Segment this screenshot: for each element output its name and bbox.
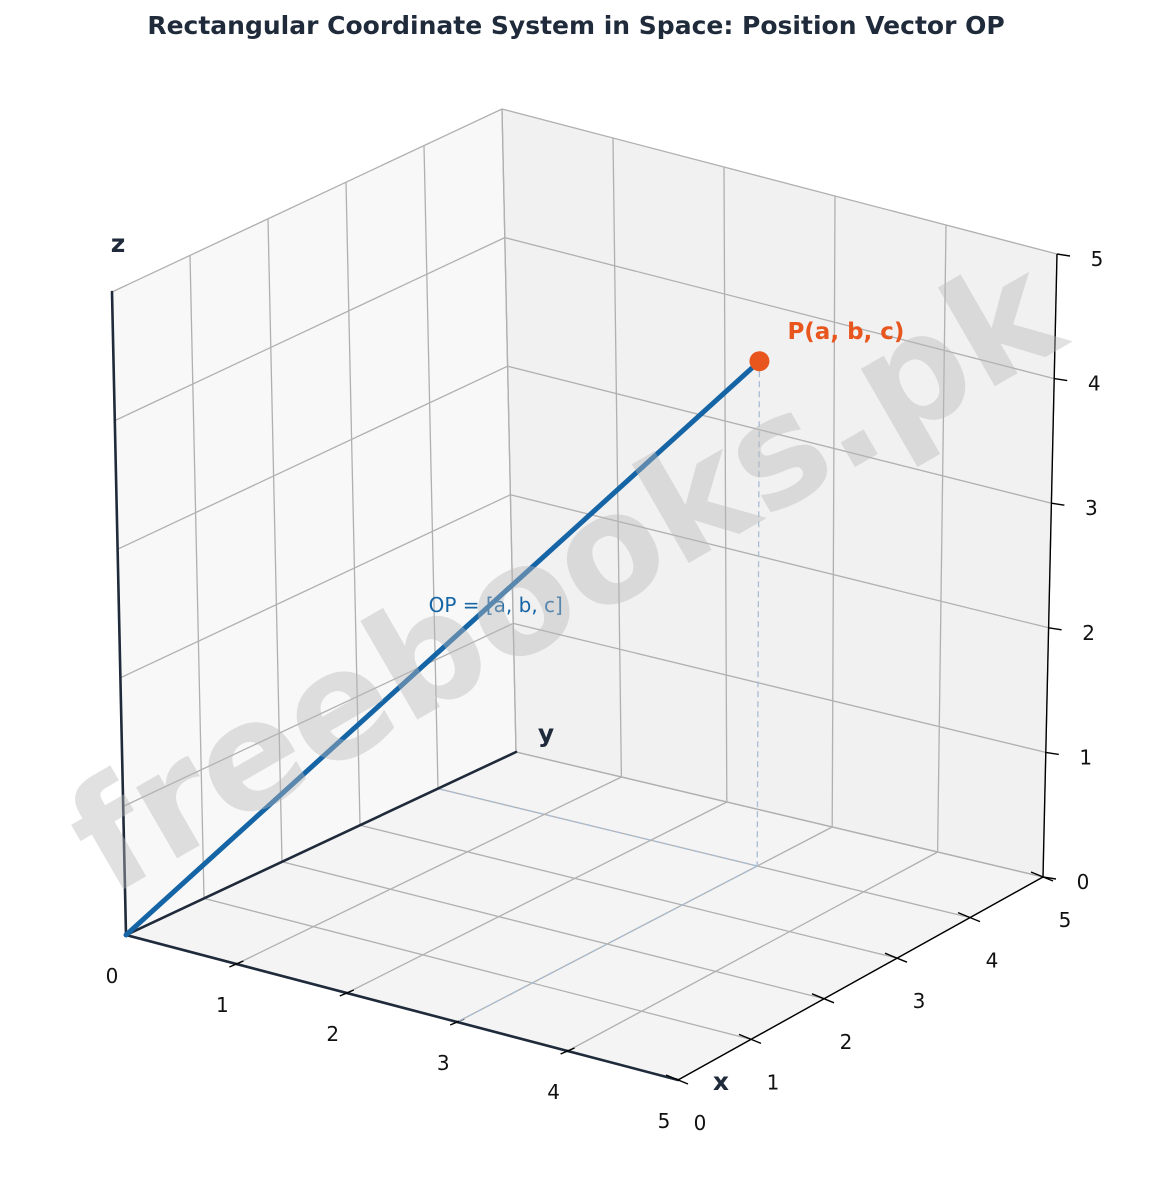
y-tick-mark-2 [811,993,835,1004]
y-tick-mark-1 [738,1033,762,1045]
z-tick-label-2: 2 [1082,621,1095,645]
tick-marks: 0 0 0 1 1 1 2 2 2 3 3 3 4 4 4 5 5 5 [106,247,1104,1135]
yz-grid-z-2 [120,494,511,679]
floor-grid-x-3 [456,826,833,1023]
yz-grid-y-2 [267,218,283,862]
z-tick-label-3: 3 [1085,496,1098,520]
position-vector [123,351,770,938]
xz-grid-z-3 [507,365,1052,504]
floor-grid-y-1 [203,897,752,1041]
z-tick-mark-1 [1045,751,1059,756]
x-tick-label-2: 2 [326,1022,339,1046]
yz-grid-y-4 [423,145,439,789]
axis-panes [112,109,1057,1080]
y-axis-label: y [538,719,554,748]
z-tick-mark-2 [1048,627,1062,631]
x-tick-label-0: 0 [106,964,119,988]
point-p-marker [749,351,770,372]
yz-grid-z-5 [111,108,503,293]
floor-grid-y-3 [359,824,898,959]
projection-lines [437,361,761,1023]
y-tick-label-2: 2 [840,1030,853,1054]
figure-labels: P(a, b, c) OP = [a, b, c] z y x [111,229,905,1096]
x-axis-line [124,933,680,1082]
floor-line-to-y-axis [437,787,758,867]
vector-op-line [123,358,762,938]
yz-grid-z-4 [114,237,506,422]
y-tick-mark-4 [957,911,981,923]
coordinate-axes [110,253,1058,1082]
z-tick-mark-4 [1054,377,1068,382]
y-tick-label-5: 5 [1059,908,1072,932]
vector-op-label: OP = [a, b, c] [429,593,563,617]
z-tick-label-0: 0 [1077,870,1090,894]
floor-grid-y-5 [515,751,1044,878]
z-tick-label-1: 1 [1079,745,1092,769]
yz-grid-z-1 [122,622,514,807]
xz-grid-x-2 [723,166,728,803]
yz-grid-y-5 [501,108,517,753]
xz-grid-z-5 [501,108,1058,255]
floor-grid-y-2 [281,861,825,1000]
chart-title: Rectangular Coordinate System in Space: … [147,11,1004,40]
floor-pane [126,752,1043,1080]
z-tick-label-4: 4 [1088,372,1101,396]
y-tick-edge [677,876,1044,1081]
floor-line-to-x-axis [456,865,758,1023]
z-axis-label: z [111,229,126,258]
floor-grid-x-2 [346,801,728,994]
xz-grid-x-3 [831,195,836,828]
x-tick-mark-1 [229,960,244,968]
y-axis-line [124,750,518,937]
y-tick-label-4: 4 [986,949,999,973]
yz-grid-y-3 [345,182,361,826]
y-tick-label-3: 3 [913,989,926,1013]
xz-grid-x-1 [612,137,623,778]
point-p-label: P(a, b, c) [787,319,904,345]
y-tick-label-0: 0 [694,1111,707,1135]
x-tick-label-1: 1 [216,993,229,1017]
x-axis-label: x [713,1067,729,1096]
xz-grid-z-2 [510,494,1049,629]
yz-pane [112,109,516,935]
x-tick-mark-4 [560,1047,575,1055]
z-axis-line [110,290,128,937]
xz-grid-z-1 [513,622,1046,754]
x-tick-label-5: 5 [658,1109,671,1133]
yz-grid-z-3 [117,365,508,550]
y-tick-mark-0 [665,1074,689,1085]
z-tick-label-5: 5 [1091,247,1104,271]
drop-line-to-floor [756,361,761,867]
z-tick-mark-5 [1056,253,1071,257]
floor-grid-x-1 [236,776,622,965]
z-tick-mark-3 [1051,502,1065,506]
x-tick-label-3: 3 [437,1051,450,1075]
y-tick-mark-5 [1030,871,1054,882]
xz-grid-x-4 [936,224,947,853]
xz-grid-z-4 [504,236,1055,380]
xz-pane [502,109,1057,877]
x-tick-mark-2 [339,989,355,997]
yz-grid-y-1 [189,255,205,899]
floor-grid-x-4 [567,851,938,1052]
x-tick-label-4: 4 [547,1080,560,1104]
y-tick-label-1: 1 [767,1070,780,1094]
y-tick-mark-3 [884,952,908,963]
z-tick-edge [1042,253,1058,878]
